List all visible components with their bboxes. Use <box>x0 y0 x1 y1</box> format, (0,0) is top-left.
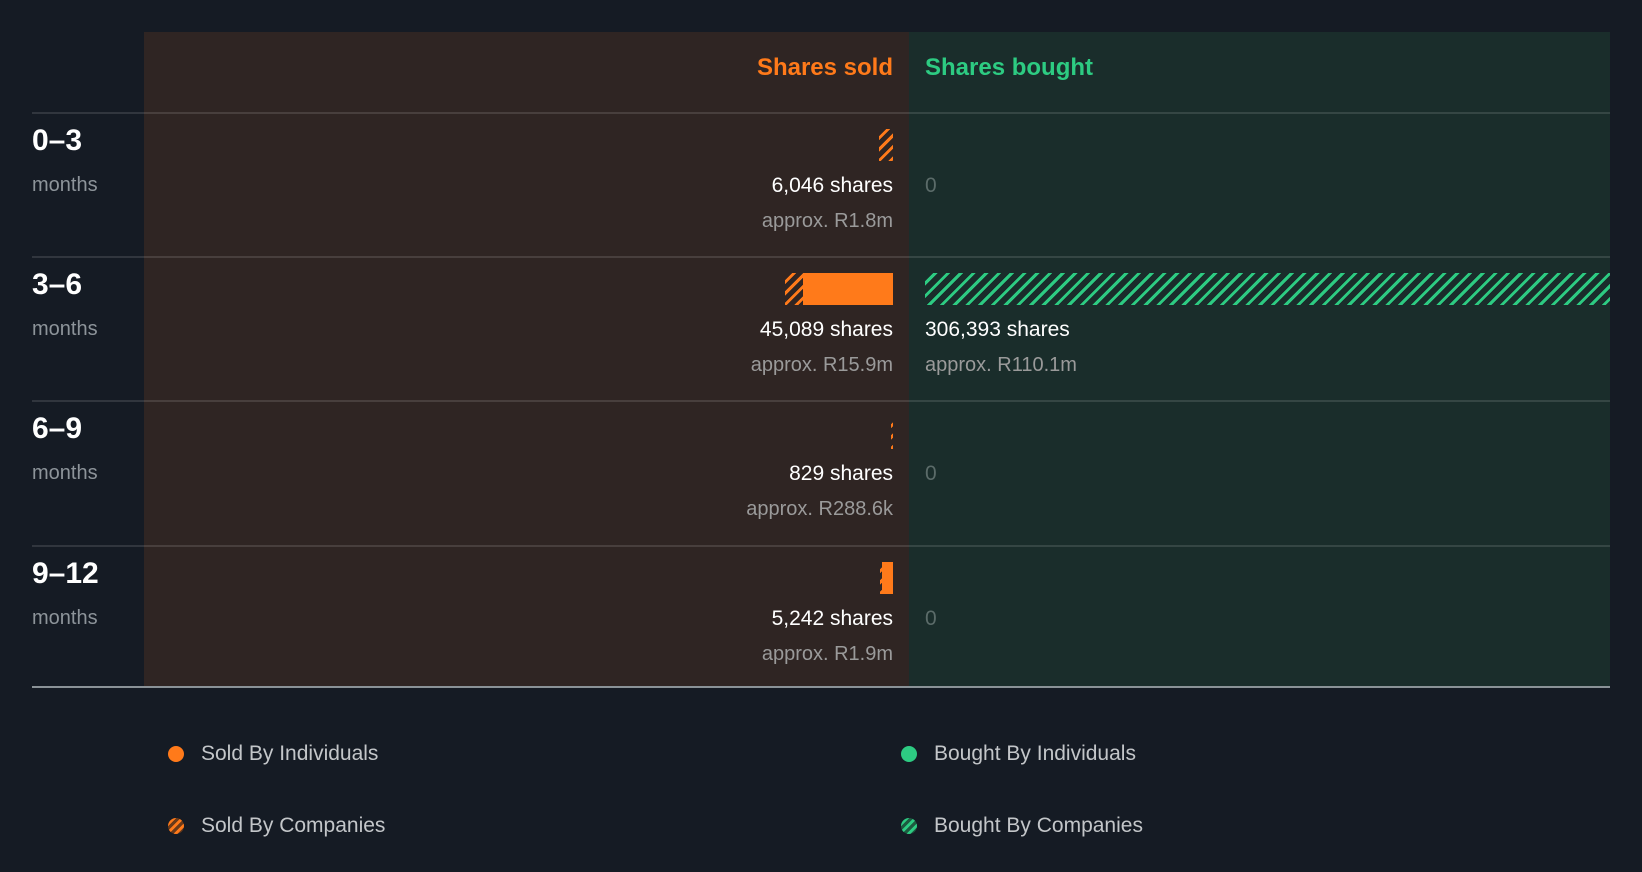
period-unit: months <box>32 174 98 196</box>
period-label: 0–3 <box>32 124 83 157</box>
bought-by-companies-bar[interactable] <box>925 273 1610 305</box>
shares-sold-header: Shares sold <box>756 54 893 81</box>
bought-panel <box>909 32 1610 687</box>
period-row: 0–3 months 6,046 shares approx. R1.8m 0 <box>0 114 1642 258</box>
row-divider <box>32 400 1610 402</box>
row-divider <box>32 112 1610 114</box>
period-label: 6–9 <box>32 412 83 445</box>
sold-shares: 45,089 shares <box>759 318 893 341</box>
legend-bought-companies[interactable]: Bought By Companies <box>901 814 1143 838</box>
shares-bought-header: Shares bought <box>925 54 1094 81</box>
sold-by-individuals-bar[interactable] <box>882 562 893 594</box>
bought-approx-value: approx. R110.1m <box>925 354 1077 376</box>
sold-panel <box>144 32 909 687</box>
sold-by-companies-bar[interactable] <box>891 417 893 449</box>
legend-label: Sold By Individuals <box>201 742 379 765</box>
bought-shares: 0 <box>925 174 937 197</box>
solid-green-dot-icon <box>901 746 917 762</box>
sold-approx-value: approx. R288.6k <box>746 498 893 520</box>
row-divider <box>32 256 1610 258</box>
sold-approx-value: approx. R15.9m <box>750 354 893 376</box>
legend-sold-individuals[interactable]: Sold By Individuals <box>168 742 378 766</box>
hatched-orange-dot-icon <box>168 818 184 834</box>
sold-by-companies-bar[interactable] <box>880 562 882 594</box>
bought-shares: 0 <box>925 462 937 485</box>
bought-shares: 0 <box>925 607 937 630</box>
period-row: 3–6 months 45,089 shares approx. R15.9m … <box>0 258 1642 402</box>
sold-approx-value: approx. R1.9m <box>761 643 893 665</box>
hatched-green-dot-icon <box>901 818 917 834</box>
period-unit: months <box>32 318 98 340</box>
period-unit: months <box>32 607 98 629</box>
legend-sold-companies[interactable]: Sold By Companies <box>168 814 385 838</box>
legend-label: Bought By Companies <box>934 814 1143 837</box>
sold-by-individuals-bar[interactable] <box>803 273 893 305</box>
period-label: 3–6 <box>32 268 83 301</box>
period-unit: months <box>32 462 98 484</box>
sold-by-companies-bar[interactable] <box>879 129 893 161</box>
sold-by-companies-bar[interactable] <box>785 273 803 305</box>
legend-label: Bought By Individuals <box>934 742 1136 765</box>
sold-approx-value: approx. R1.8m <box>761 210 893 232</box>
legend-bought-individuals[interactable]: Bought By Individuals <box>901 742 1136 766</box>
row-divider <box>32 545 1610 547</box>
chart-baseline <box>32 686 1610 688</box>
period-label: 9–12 <box>32 557 99 590</box>
sold-shares: 829 shares <box>789 462 893 485</box>
period-row: 9–12 months 5,242 shares approx. R1.9m 0 <box>0 547 1642 691</box>
period-row: 6–9 months 829 shares approx. R288.6k 0 <box>0 402 1642 546</box>
bought-shares: 306,393 shares <box>925 318 1070 341</box>
sold-shares: 5,242 shares <box>771 607 893 630</box>
solid-orange-dot-icon <box>168 746 184 762</box>
legend-label: Sold By Companies <box>201 814 386 837</box>
sold-shares: 6,046 shares <box>771 174 893 197</box>
